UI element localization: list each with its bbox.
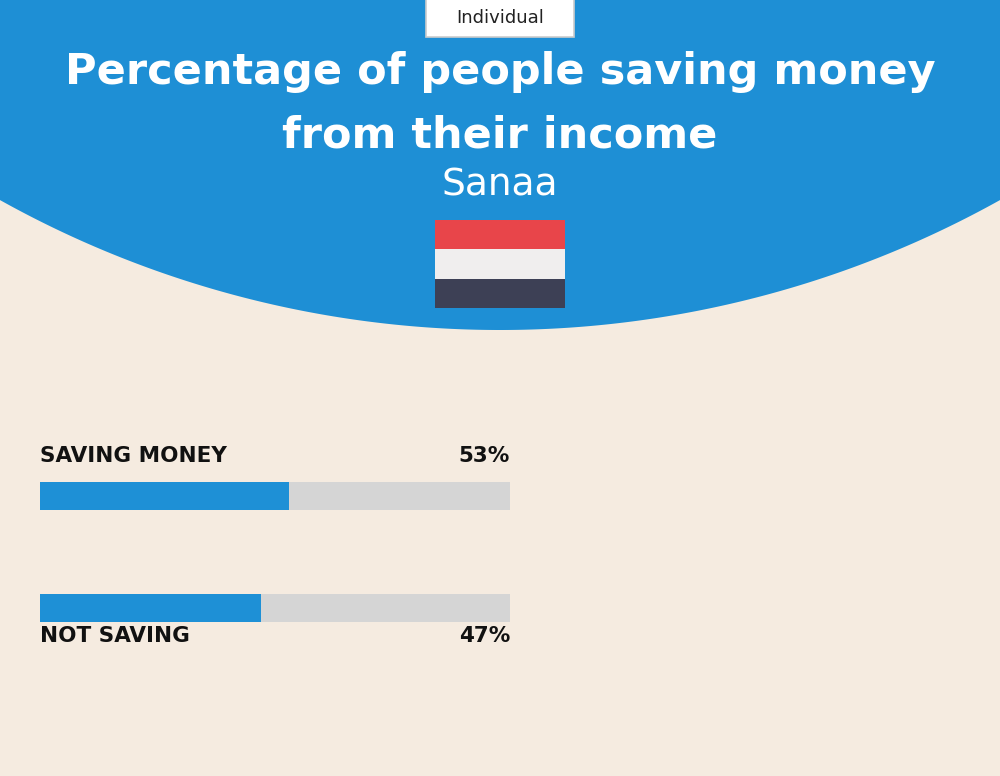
Bar (40, 482, 510, 510)
Text: Percentage of people saving money: Percentage of people saving money (65, 51, 935, 93)
Text: Individual: Individual (456, 9, 544, 27)
Text: 53%: 53% (459, 446, 510, 466)
Text: from their income: from their income (282, 114, 718, 156)
Text: SAVING MONEY: SAVING MONEY (40, 446, 227, 466)
Bar (435, 249, 565, 279)
Bar (40, 594, 510, 622)
Text: Sanaa: Sanaa (442, 167, 558, 203)
Bar (435, 220, 565, 249)
Bar (40, 594, 261, 622)
Text: NOT SAVING: NOT SAVING (40, 626, 190, 646)
FancyBboxPatch shape (426, 0, 574, 37)
Text: 47%: 47% (459, 626, 510, 646)
Polygon shape (0, 0, 1000, 330)
Bar (435, 279, 565, 308)
Bar (40, 482, 289, 510)
